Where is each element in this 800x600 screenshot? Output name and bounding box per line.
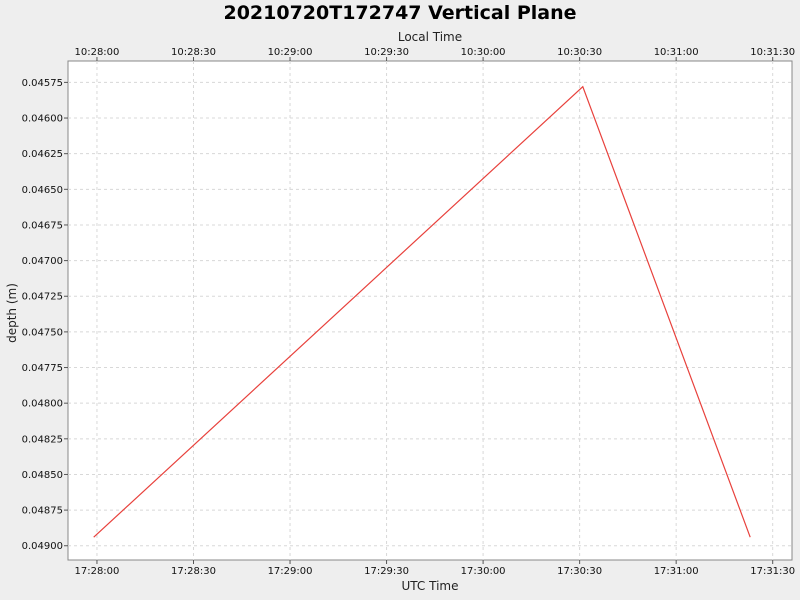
plot-area [67, 60, 793, 561]
x-tick-label-top: 10:28:30 [171, 47, 216, 58]
x-tick-label-bottom: 17:31:30 [750, 566, 795, 577]
y-tick-label: 0.04650 [22, 185, 63, 196]
x-tick-label-top: 10:30:30 [557, 47, 602, 58]
y-tick-label: 0.04625 [22, 149, 63, 160]
series-line [93, 85, 751, 538]
x-tick-label-bottom: 17:29:00 [268, 566, 313, 577]
x-tick-label-bottom: 17:30:30 [557, 566, 602, 577]
y-tick-label: 0.04900 [22, 541, 63, 552]
x-tick-label-bottom: 17:28:00 [74, 566, 119, 577]
y-tick-label: 0.04875 [22, 506, 63, 517]
y-tick-label: 0.04700 [22, 256, 63, 267]
series-layer [93, 85, 751, 538]
grid-lines [68, 61, 792, 560]
x-tick-label-top: 10:28:00 [74, 47, 119, 58]
y-tick-label: 0.04750 [22, 327, 63, 338]
y-tick-label: 0.04850 [22, 470, 63, 481]
y-tick-label: 0.04775 [22, 363, 63, 374]
x-tick-label-bottom: 17:29:30 [364, 566, 409, 577]
x-tick-label-top: 10:29:00 [268, 47, 313, 58]
y-tick-label: 0.04725 [22, 292, 63, 303]
y-tick-label: 0.04825 [22, 434, 63, 445]
x-tick-label-top: 10:30:00 [461, 47, 506, 58]
x-tick-label-bottom: 17:28:30 [171, 566, 216, 577]
y-tick-label: 0.04600 [22, 114, 63, 125]
top-x-axis-label: Local Time [398, 30, 462, 44]
x-tick-label-top: 10:31:30 [750, 47, 795, 58]
x-tick-label-bottom: 17:31:00 [654, 566, 699, 577]
y-tick-label: 0.04800 [22, 399, 63, 410]
y-axis-label: depth (m) [5, 283, 19, 343]
chart-title: 20210720T172747 Vertical Plane [223, 2, 576, 24]
bottom-x-axis-label: UTC Time [402, 579, 459, 593]
x-tick-label-top: 10:29:30 [364, 47, 409, 58]
y-tick-label: 0.04575 [22, 78, 63, 89]
x-tick-label-bottom: 17:30:00 [461, 566, 506, 577]
x-tick-label-top: 10:31:00 [654, 47, 699, 58]
axis-ticks: 0.04575 0.04600 0.04625 0.04650 0.04675 0.047… [22, 47, 796, 577]
y-tick-label: 0.04675 [22, 220, 63, 231]
